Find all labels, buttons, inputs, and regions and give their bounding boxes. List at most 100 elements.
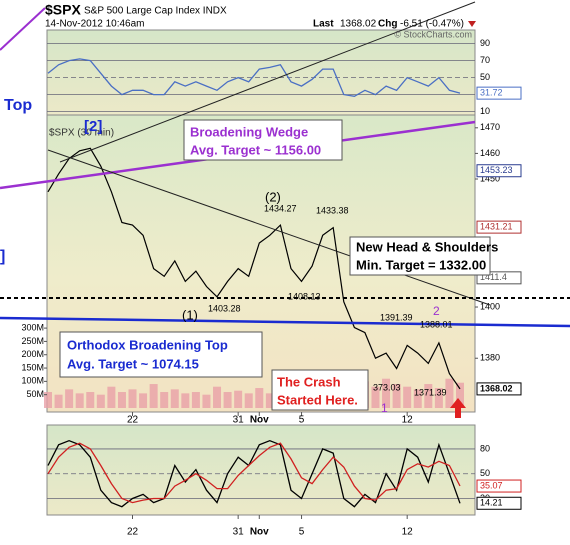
x-tick-label: 12 <box>402 527 414 538</box>
y-tick-label: 1450 <box>480 173 500 183</box>
volume-bar <box>128 389 137 409</box>
annotation: 1403.28 <box>208 303 241 313</box>
annotation: 1388.01 <box>420 319 453 329</box>
y-tick-label: 80 <box>480 443 490 453</box>
value-badge-label: 35.07 <box>480 480 503 490</box>
annotation: 1433.38 <box>316 205 349 215</box>
volume-tick-label: 200M <box>21 349 44 359</box>
volume-bar <box>213 386 222 409</box>
volume-bar <box>160 392 169 409</box>
y-tick-label: 1460 <box>480 148 500 158</box>
value-badge <box>476 164 522 178</box>
x-tick-label: 5 <box>299 415 305 426</box>
volume-bar <box>403 386 412 409</box>
x-tick-label: Nov <box>250 415 269 426</box>
annotation: (2) <box>265 189 281 204</box>
volume-bar <box>371 386 380 409</box>
y-tick-label: 1470 <box>480 122 500 132</box>
annotation: The Crash <box>277 374 341 389</box>
x-tick-label: 12 <box>402 415 414 426</box>
volume-bar <box>413 389 422 409</box>
volume-bar <box>382 378 391 409</box>
value-badge <box>476 382 522 396</box>
last-value: 1368.02 <box>340 19 377 30</box>
y-tick-label: 1400 <box>480 301 500 311</box>
volume-bar <box>75 393 84 409</box>
volume-bar <box>86 392 95 409</box>
annotation: New Head & Shoulders <box>356 239 498 254</box>
annotation: 2 <box>433 304 440 318</box>
value-badge-label: 31.72 <box>480 88 503 98</box>
stochastic-panel <box>46 424 476 516</box>
y-tick-label: 50 <box>480 468 490 478</box>
volume-bar <box>149 384 158 409</box>
annotation: (1) <box>182 307 198 322</box>
volume-bar <box>424 384 433 409</box>
annotation: Min. Target = 1332.00 <box>356 257 486 272</box>
volume-tick-label: 300M <box>21 322 44 332</box>
annotation: 1408.13 <box>288 291 321 301</box>
volume-tick-label: 150M <box>21 362 44 372</box>
data-line <box>47 58 461 97</box>
annotation: ] <box>0 248 5 265</box>
data-line <box>47 440 461 508</box>
volume-bar <box>434 388 443 409</box>
annotation: Top <box>4 97 32 114</box>
trend-line <box>0 316 570 328</box>
annotation: [2] <box>84 118 102 135</box>
volume-bar <box>181 393 190 409</box>
volume-bar <box>202 394 211 409</box>
annotation: 1434.27 <box>264 203 297 213</box>
y-tick-label: 10 <box>480 106 490 116</box>
volume-bar <box>117 392 126 409</box>
volume-bar <box>191 392 200 409</box>
y-tick-label: 1380 <box>480 353 500 363</box>
volume-bar <box>139 393 148 409</box>
volume-bar <box>65 389 74 409</box>
annotation-box <box>183 119 343 161</box>
volume-bar <box>96 394 105 409</box>
volume-bar <box>456 382 464 409</box>
value-badge <box>476 220 522 234</box>
chg-value: -6.51 (-0.47%) <box>400 19 464 30</box>
annotation: 1 <box>381 401 388 415</box>
trend-line <box>0 7 46 51</box>
volume-bar <box>170 389 179 409</box>
volume-bar <box>265 393 274 409</box>
volume-bar <box>445 378 454 409</box>
annotation-box <box>271 369 369 411</box>
panel-title: $SPX (30 min) <box>49 128 114 139</box>
value-badge <box>476 496 522 510</box>
annotation: Started Here. <box>277 392 358 407</box>
symbol-name: S&P 500 Large Cap Index INDX <box>84 6 227 17</box>
chg-label: Chg <box>378 19 397 30</box>
volume-tick-label: 100M <box>21 376 44 386</box>
trend-line <box>59 1 476 163</box>
annotation-box <box>349 236 491 276</box>
annotation: Orthodox Broadening Top <box>67 337 228 352</box>
volume-bar <box>392 384 401 409</box>
annotation: 1391.39 <box>380 312 413 322</box>
indicator-panel <box>46 29 476 116</box>
data-line <box>47 442 461 504</box>
annotation: Avg. Target ~ 1074.15 <box>67 356 199 371</box>
x-tick-label: Nov <box>250 527 269 538</box>
annotation: Broadening Wedge <box>190 124 308 139</box>
volume-bar <box>244 393 253 409</box>
y-tick-label: 70 <box>480 55 490 65</box>
value-badge <box>476 479 522 493</box>
volume-bar <box>255 388 264 409</box>
value-badge-label: 1431.21 <box>480 221 513 231</box>
trend-lines <box>0 1 570 328</box>
volume-tick-label: 250M <box>21 336 44 346</box>
datetime: 14-Nov-2012 10:46am <box>45 19 145 30</box>
value-badge <box>476 86 522 100</box>
symbol: $SPX <box>45 2 81 18</box>
volume-bar <box>54 394 63 409</box>
x-tick-label: 5 <box>299 527 305 538</box>
value-badge-label: 1411.4 <box>480 272 507 282</box>
annotation: Avg. Target ~ 1156.00 <box>190 142 321 157</box>
annotation: 373.03 <box>373 382 401 392</box>
crash-arrow <box>450 398 466 418</box>
